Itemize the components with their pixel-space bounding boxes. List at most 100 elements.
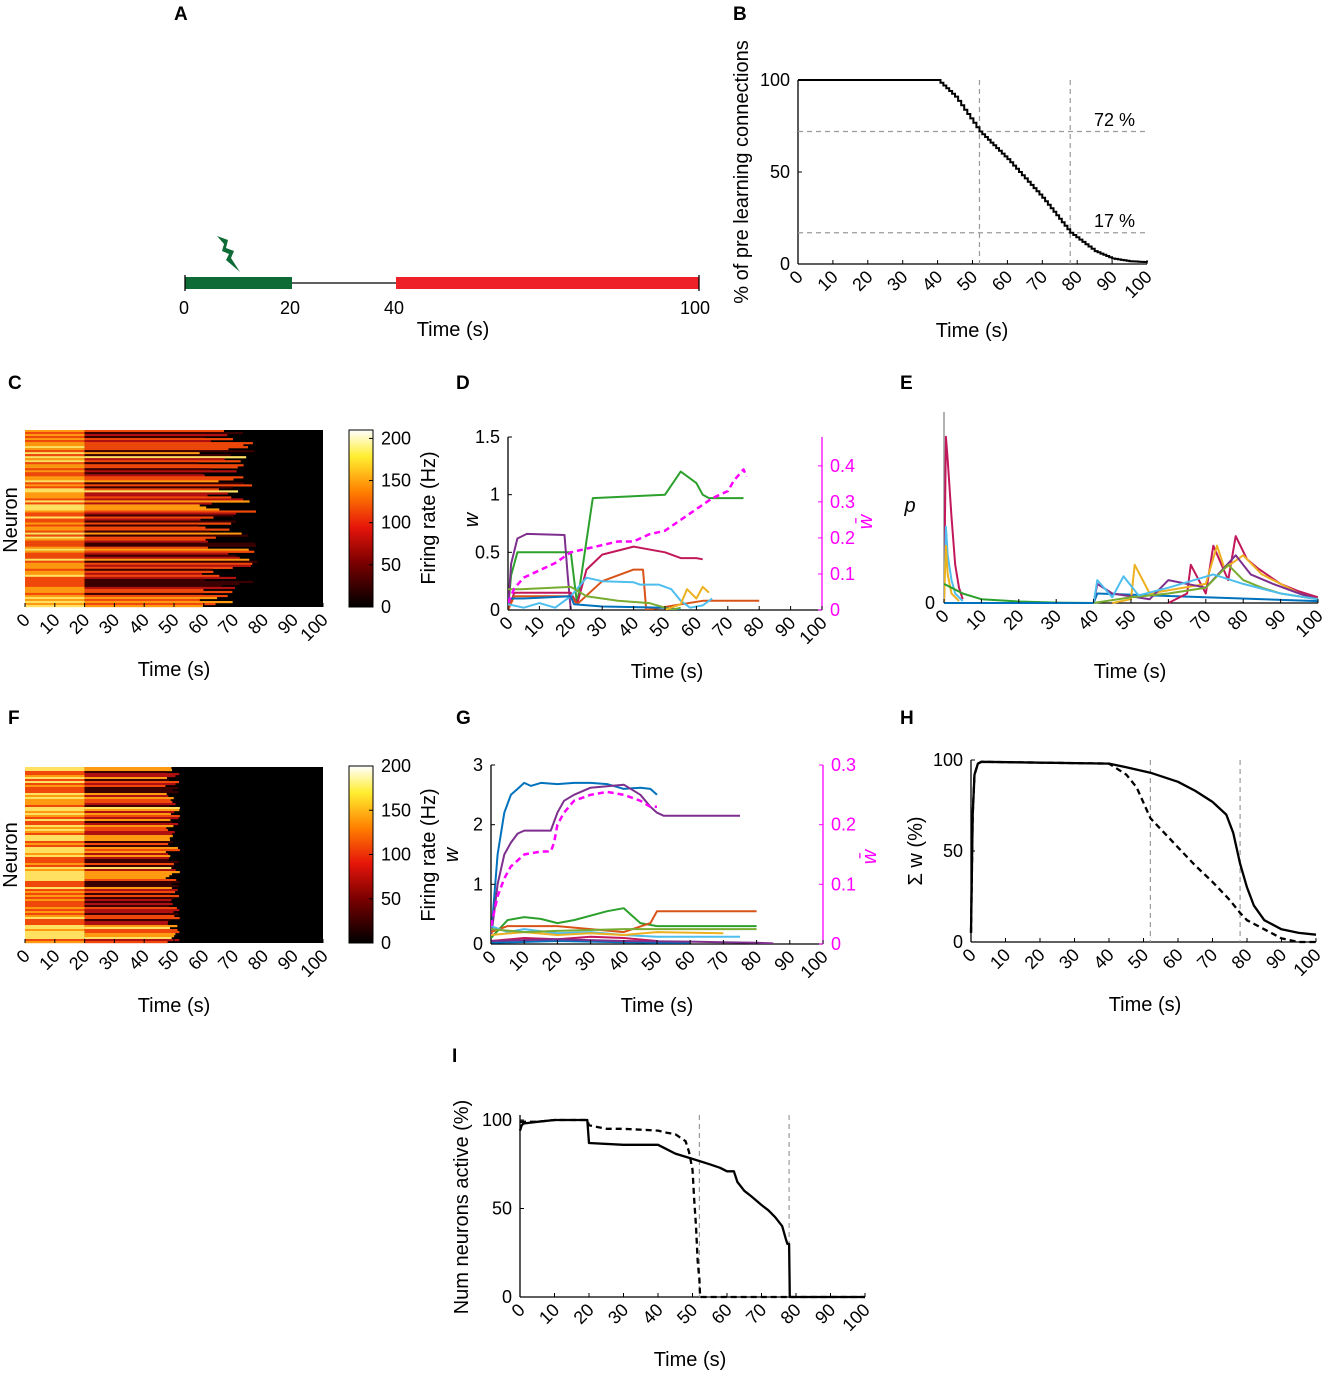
c-row-48-late — [84, 526, 206, 529]
f-xtick-label-2: 20 — [65, 946, 93, 974]
panel-b: B 72 % 17 % 0 10 20 30 40 50 60 70 80 90 100 05010… — [731, 4, 1156, 342]
f-row-47-late — [84, 861, 179, 864]
f-row-41-early — [25, 849, 85, 852]
f-row-38-early — [25, 843, 85, 846]
c-row-13-late — [84, 456, 247, 459]
i-xtick-label-8: 80 — [777, 1300, 805, 1328]
c-row-68-early — [25, 566, 85, 569]
d-xtick-label-1: 10 — [520, 613, 548, 641]
c-row-14-late — [84, 458, 225, 461]
series-g-orange-red — [491, 910, 757, 934]
e-xtick-label-8: 80 — [1224, 606, 1252, 634]
f-row-68-early — [25, 903, 85, 906]
f-row-16-early — [25, 799, 85, 802]
b-y-tick-label-1: 50 — [770, 162, 790, 182]
c-row-81-early — [25, 592, 85, 596]
c-xtick-label-4: 40 — [125, 610, 153, 638]
c-row-56-early — [25, 542, 85, 545]
c-row-30-early — [25, 490, 85, 493]
f-row-73-late — [84, 913, 179, 916]
e-xtick-label-10: 100 — [1291, 606, 1326, 641]
timeline-label-20: 20 — [280, 298, 300, 318]
yticks-d: 0 0.5 1 1.5 — [475, 427, 512, 620]
d-y2-tick-label-0: 0 — [830, 600, 840, 620]
c-row-83-late — [84, 596, 218, 600]
series-d-crimson — [508, 545, 703, 610]
f-xtick-label-1: 10 — [35, 946, 63, 974]
ylabel-d: w — [461, 511, 483, 527]
timeline-pruning-bar — [396, 277, 699, 289]
f-xtick-label-9: 90 — [274, 946, 302, 974]
f-xtick-label-10: 100 — [296, 946, 331, 981]
c-row-68-late — [84, 566, 233, 569]
f-row-37-early — [25, 841, 85, 844]
f-row-30-early — [25, 827, 85, 830]
i-y-tick-label-0: 0 — [502, 1287, 512, 1307]
c-row-78-late — [84, 586, 235, 590]
f-row-32-early — [25, 831, 85, 834]
series-g — [491, 781, 774, 944]
c-c-tick-label-3: 150 — [381, 471, 411, 491]
xlabel-d: Time (s) — [631, 661, 704, 683]
f-row-8-late — [84, 783, 176, 786]
c-row-43-early — [25, 516, 85, 519]
f-row-84-early — [25, 935, 85, 938]
g-y-tick-label-1: 1 — [473, 874, 483, 894]
c-row-59-late — [84, 548, 249, 551]
c-row-11-early — [25, 452, 85, 455]
c-row-63-early — [25, 556, 85, 559]
f-row-7-late — [84, 781, 180, 784]
ylabel-h: Σ w (%) — [905, 816, 927, 885]
b-xtick-label-1: 10 — [813, 267, 841, 295]
i-xtick-label-9: 90 — [811, 1300, 839, 1328]
c-row-30-late — [84, 490, 239, 493]
c-row-82-early — [25, 594, 85, 598]
c-row-73-early — [25, 576, 85, 580]
c-row-0-early — [25, 430, 85, 433]
c-row-84-late — [84, 598, 200, 602]
f-row-32-late — [84, 831, 175, 834]
f-row-37-late — [84, 841, 173, 844]
i-xtick-label-1: 10 — [535, 1300, 563, 1328]
f-row-14-late — [84, 795, 169, 798]
series-d-cyan — [508, 576, 713, 609]
c-row-36-late — [84, 502, 212, 505]
f-row-87-late — [84, 941, 168, 944]
f-row-19-early — [25, 805, 85, 808]
c-row-38-early — [25, 506, 85, 509]
f-row-40-early — [25, 847, 85, 850]
f-row-58-early — [25, 883, 85, 886]
f-row-60-early — [25, 887, 85, 890]
f-row-13-late — [84, 793, 167, 796]
series-g-green — [491, 907, 757, 939]
c-row-15-late — [84, 460, 241, 463]
b-xtick-label-9: 90 — [1093, 267, 1121, 295]
c-xtick-label-8: 80 — [244, 610, 272, 638]
f-row-71-late — [84, 909, 180, 912]
xlabel-f: Time (s) — [138, 995, 211, 1017]
f-row-49-late — [84, 865, 175, 868]
c-xtick-label-5: 50 — [155, 610, 183, 638]
f-row-53-late — [84, 873, 173, 876]
c-row-8-early — [25, 446, 85, 449]
g-xtick-label-2: 20 — [538, 947, 566, 975]
b-xtick-label-3: 30 — [883, 267, 911, 295]
f-row-35-late — [84, 837, 170, 840]
xticks-e: 0 10 20 30 40 50 60 70 80 90 100 — [932, 599, 1327, 641]
c-row-22-early — [25, 474, 85, 477]
c-row-38-late — [84, 506, 207, 509]
refs-h — [1149, 760, 1241, 942]
c-row-37-late — [84, 504, 200, 507]
f-row-62-early — [25, 891, 85, 894]
e-xtick-label-3: 30 — [1037, 606, 1065, 634]
c-row-21-early — [25, 472, 85, 475]
c-row-60-early — [25, 550, 85, 553]
f-row-54-late — [84, 875, 170, 878]
c-row-69-early — [25, 568, 85, 571]
panel-label-h: H — [900, 708, 914, 729]
c-row-52-early — [25, 534, 85, 537]
d-xtick-label-4: 40 — [614, 613, 642, 641]
